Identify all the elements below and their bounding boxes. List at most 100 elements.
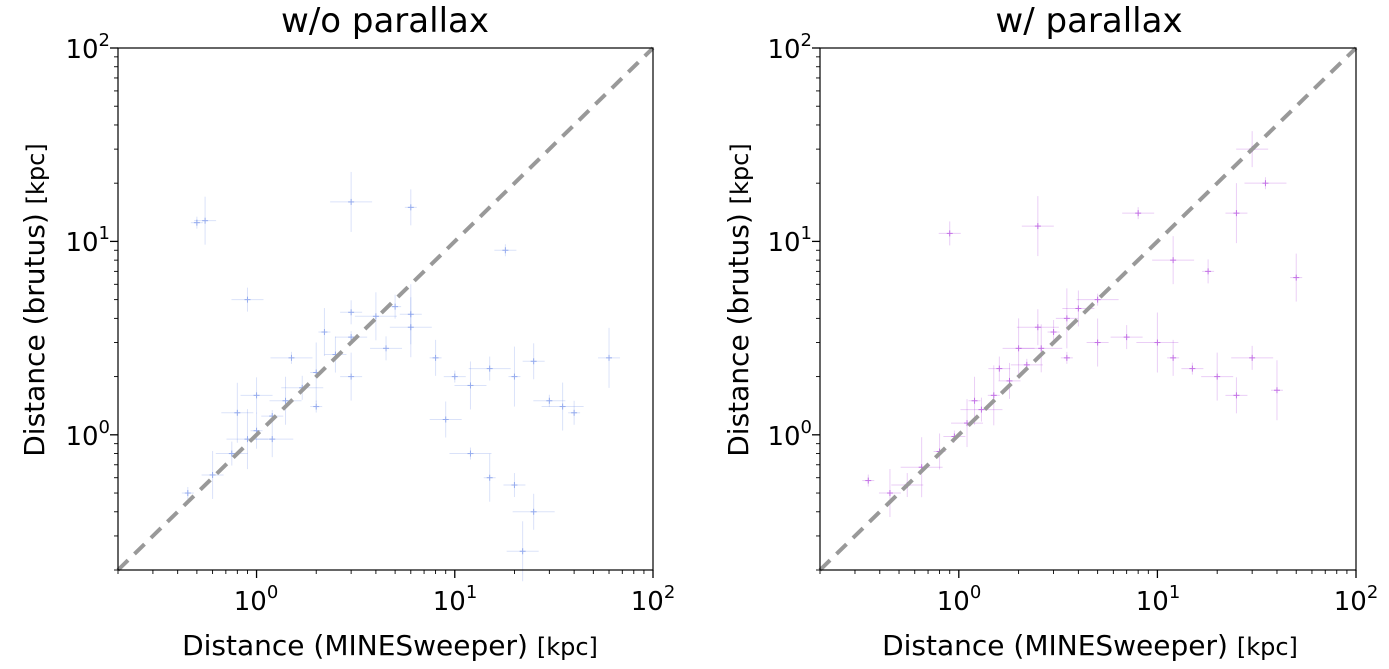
x-tick-label-10: 101 [1136, 582, 1181, 617]
data-point [951, 399, 984, 448]
chart-title-with-parallax: w/ parallax [995, 1, 1182, 41]
data-point [1060, 351, 1073, 364]
y-tick-label-10: 101 [767, 223, 812, 258]
data-point [1020, 324, 1063, 373]
data-point [568, 400, 581, 425]
y-tick-labels: 100 101 102 [65, 30, 110, 452]
data-point [468, 356, 511, 381]
data-point [389, 294, 402, 319]
data-point [318, 308, 331, 357]
data-point [1002, 318, 1035, 379]
x-axis-label: Distance (MINESweeper) [kpc] [182, 629, 598, 662]
data-point [1244, 177, 1287, 190]
data-point [1231, 345, 1274, 370]
data-point [1110, 325, 1143, 350]
x-tick-label-10: 101 [433, 582, 478, 617]
y-tick-label-10: 101 [65, 223, 110, 258]
y-axis-label: Distance (brutus) [kpc] [722, 143, 755, 457]
data-point [598, 327, 621, 388]
y-tick-label-100: 102 [767, 30, 812, 65]
data-point [399, 284, 422, 345]
data-point [454, 361, 487, 410]
data-point [987, 365, 1000, 426]
data-point [240, 377, 273, 414]
data-point [443, 370, 466, 383]
one-to-one-line [818, 46, 1358, 572]
data-point [1181, 362, 1204, 375]
data-point [340, 300, 363, 325]
x-tick-labels: 100 101 102 [234, 582, 676, 617]
data-point [324, 336, 347, 373]
data-point [370, 336, 403, 361]
data-point [1167, 339, 1180, 376]
data-point [533, 394, 566, 407]
data-point [862, 474, 875, 487]
minor-ticks [114, 56, 645, 574]
data-point [1122, 207, 1155, 220]
y-tick-label-100: 102 [65, 30, 110, 65]
x-tick-label-1: 100 [234, 582, 279, 617]
data-point [1202, 259, 1215, 284]
data-point [878, 469, 901, 518]
data-point [541, 382, 584, 431]
data-point [1055, 288, 1078, 349]
data-point [340, 352, 363, 401]
data-point [506, 521, 539, 582]
plot-frame [819, 47, 1357, 571]
data-point [998, 362, 1021, 399]
chart-title-without-parallax: w/o parallax [281, 1, 489, 41]
x-axis-label: Distance (MINESweeper) [kpc] [882, 629, 1298, 662]
y-tick-label-1: 100 [65, 417, 110, 452]
x-tick-label-100: 102 [631, 582, 676, 617]
data-point [1076, 293, 1119, 306]
data-point [449, 447, 492, 460]
y-tick-labels: 100 101 102 [767, 30, 812, 452]
data-point [1152, 236, 1195, 285]
data-point [429, 401, 462, 438]
data-point [251, 421, 294, 458]
data-point [938, 221, 961, 246]
major-ticks [812, 47, 1357, 578]
plot-frame [117, 47, 654, 571]
data-point [194, 196, 217, 245]
data-point [215, 441, 248, 466]
data-point [1021, 196, 1054, 257]
y-tick-label-1: 100 [767, 417, 812, 452]
data-point [269, 376, 302, 425]
data-point [988, 356, 1011, 381]
panel-with-parallax: w/ parallax 100 101 102 100 101 102 Dist… [722, 1, 1378, 662]
data-point [1010, 358, 1043, 371]
data-point [389, 297, 432, 358]
y-axis-label: Distance (brutus) [kpc] [18, 143, 51, 457]
data-point [1086, 318, 1109, 367]
x-tick-label-1: 100 [937, 582, 982, 617]
data-point [250, 412, 263, 449]
data-point [960, 397, 1003, 422]
data-point [1225, 377, 1248, 414]
data-point [483, 453, 496, 502]
data-point [512, 493, 555, 530]
data-point [522, 343, 545, 380]
data-point [221, 382, 254, 443]
minor-ticks [816, 56, 1348, 574]
data-point [201, 450, 224, 499]
data-point [335, 331, 368, 344]
data-point [1016, 309, 1059, 346]
data-point [508, 346, 521, 407]
x-tick-labels: 100 101 102 [937, 582, 1379, 617]
data-point [494, 244, 517, 257]
data-point [1225, 183, 1248, 244]
data-point [181, 487, 194, 500]
data-point [1201, 352, 1234, 401]
major-ticks [110, 47, 654, 578]
scatter-points-with-parallax [862, 131, 1303, 518]
data-point [1047, 320, 1060, 345]
data-point [404, 189, 417, 226]
data-point [1290, 253, 1303, 302]
data-point [270, 351, 313, 364]
data-point [310, 400, 323, 413]
one-to-one-line [116, 46, 655, 572]
panel-without-parallax: w/o parallax 100 101 102 100 101 102 Dis… [18, 1, 675, 662]
data-point [1270, 360, 1283, 421]
